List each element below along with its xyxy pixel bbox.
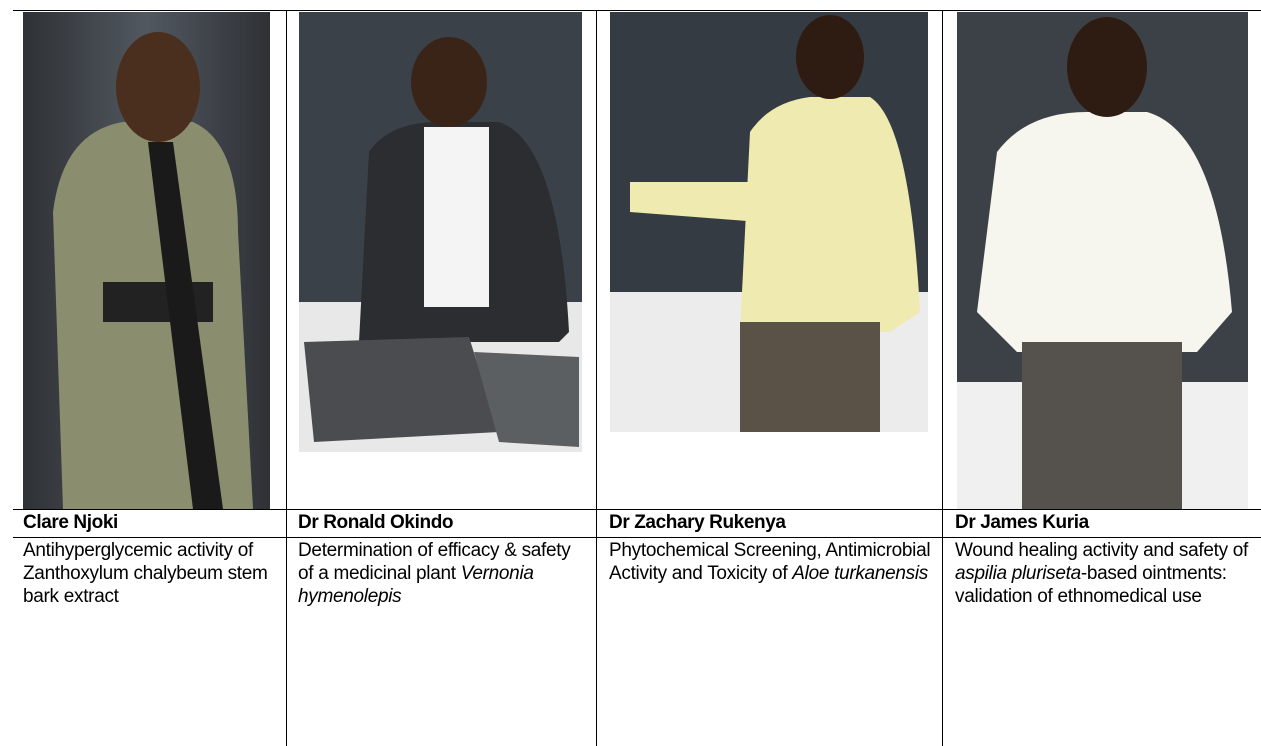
topic-text: aspilia pluriseta xyxy=(955,563,1081,584)
photo xyxy=(299,12,582,452)
table-border xyxy=(942,10,943,746)
presenter-name: Clare Njoki xyxy=(23,512,118,533)
presenter-topic: Wound healing activity and safety of asp… xyxy=(955,539,1255,608)
table-border xyxy=(13,10,1261,11)
photo xyxy=(610,12,928,432)
topic-text: Phytochemical Screening, Antimicrobial A… xyxy=(609,540,931,584)
presenter-topic: Determination of efficacy & safety of a … xyxy=(298,539,588,608)
presenter-name: Dr James Kuria xyxy=(955,512,1089,533)
topic-text: Aloe turkanensis xyxy=(792,563,928,584)
presenter-topic: Antihyperglycemic activity of Zanthoxylu… xyxy=(23,539,278,608)
photo xyxy=(957,12,1248,509)
presenter-topic: Phytochemical Screening, Antimicrobial A… xyxy=(609,539,934,585)
table-border xyxy=(286,10,287,746)
table-border xyxy=(13,509,1261,510)
topic-text: Antihyperglycemic activity of Zanthoxylu… xyxy=(23,540,268,607)
photo xyxy=(23,12,270,509)
presenter-name: Dr Ronald Okindo xyxy=(298,512,454,533)
topic-text: -based ointments: validation of ethnomed… xyxy=(955,563,1227,607)
topic-text: Determination of efficacy & safety of a … xyxy=(298,540,571,584)
presenter-name: Dr Zachary Rukenya xyxy=(609,512,786,533)
topic-text: Wound healing activity and safety of xyxy=(955,540,1249,561)
table-border xyxy=(596,10,597,746)
table-border xyxy=(13,537,1261,538)
topic-text: Vernonia hymenolepis xyxy=(298,563,534,607)
